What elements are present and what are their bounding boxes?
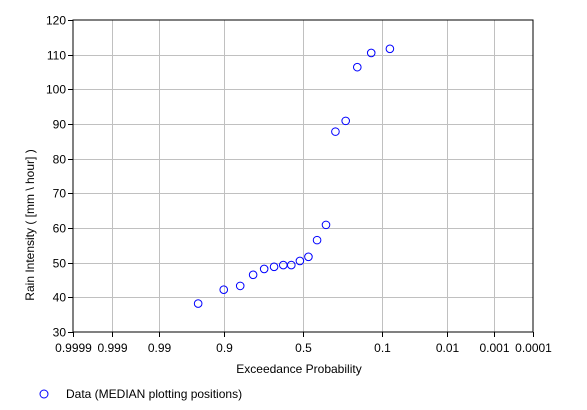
x-tick-label: 0.99: [148, 341, 172, 355]
y-tick-label: 30: [53, 326, 67, 340]
y-axis-title: Rain Intensity ( [mm \ hour] ): [23, 149, 37, 300]
data-point: [366, 48, 376, 58]
data-point: [269, 262, 279, 272]
y-tick-label: 40: [53, 291, 67, 305]
y-tick-label: 80: [53, 153, 67, 167]
data-point: [235, 281, 245, 291]
y-tick-label: 60: [53, 222, 67, 236]
point-layer: [193, 44, 395, 308]
data-point: [331, 127, 340, 136]
legend-marker: [39, 389, 49, 399]
data-point: [295, 256, 305, 266]
y-tick-label: 90: [53, 118, 67, 132]
data-point: [259, 264, 269, 274]
x-tick-label: 0.1: [374, 341, 391, 355]
x-tick-label: 0.9: [216, 341, 233, 355]
data-point: [219, 285, 229, 295]
x-tick-label: 0.01: [436, 341, 460, 355]
tick-layer: 0.9999 0.999 0.99 0.9 0.5 0.1 0.01 0.001 0.0001 3…: [46, 14, 552, 356]
y-tick-label: 50: [53, 257, 67, 271]
data-point: [321, 220, 331, 230]
data-point: [352, 62, 362, 72]
data-point: [193, 299, 203, 308]
data-point: [287, 260, 296, 270]
x-tick-label: 0.9999: [55, 341, 92, 355]
data-point: [304, 252, 313, 262]
data-point: [248, 270, 258, 280]
y-tick-label: 120: [46, 14, 66, 28]
legend: Data (MEDIAN plotting positions): [39, 387, 242, 401]
y-tick-label: 100: [46, 83, 66, 97]
legend-label: Data (MEDIAN plotting positions): [66, 387, 242, 401]
x-tick-label: 0.999: [97, 341, 127, 355]
x-tick-label: 0.0001: [515, 341, 552, 355]
data-point: [385, 44, 395, 54]
x-tick-label: 0.5: [295, 341, 312, 355]
data-point: [278, 260, 288, 270]
data-point: [312, 235, 322, 245]
y-tick-label: 110: [47, 49, 66, 63]
y-tick-label: 70: [53, 187, 67, 201]
grid-layer: [73, 20, 533, 332]
data-point: [341, 116, 350, 126]
x-tick-label: 0.001: [479, 341, 509, 355]
x-axis-title: Exceedance Probability: [236, 362, 361, 376]
